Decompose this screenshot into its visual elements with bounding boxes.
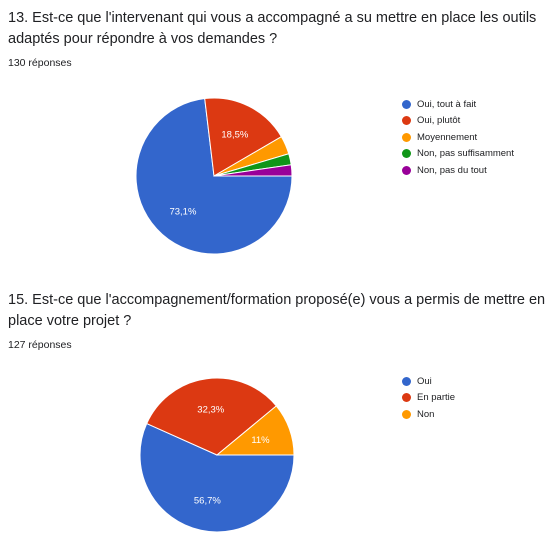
legend-item-en-partie: En partie [402, 390, 455, 407]
slice-label-oui-tout-a-fait: 73,1% [169, 207, 196, 218]
pie-chart: 73,1% 18,5% [135, 97, 293, 255]
legend-item-oui-plutot: Oui, plutôt [402, 113, 514, 130]
legend-item-oui-tout-a-fait: Oui, tout à fait [402, 96, 514, 113]
pie-chart: 56,7% 32,3% 11% [139, 377, 295, 533]
question-title: 15. Est-ce que l'accompagnement/formatio… [8, 292, 546, 329]
legend-item-non-pas-du-tout: Non, pas du tout [402, 162, 514, 179]
pie-slice-oui-plutot [204, 97, 283, 177]
pie-slice-oui [139, 422, 295, 533]
legend-label: Non, pas du tout [417, 164, 487, 176]
legend-swatch [402, 409, 411, 419]
legend-label: Non [417, 408, 435, 420]
legend-label: Oui, tout à fait [417, 98, 477, 110]
legend-swatch [402, 99, 411, 109]
legend-label: Oui [417, 375, 432, 387]
legend-label: Non, pas suffisamment [417, 148, 514, 160]
legend-swatch [402, 116, 411, 126]
slice-label-oui: 56,7% [194, 496, 221, 507]
legend-swatch [402, 165, 411, 175]
legend-item-non-pas-suffisamment: Non, pas suffisamment [402, 146, 514, 163]
legend-label: Moyennement [417, 131, 478, 143]
legend-item-moyennement: Moyennement [402, 129, 514, 146]
slice-label-non: 11% [251, 435, 270, 446]
response-count: 127 réponses [8, 339, 72, 351]
pie-slice-non-pas-du-tout [213, 164, 293, 177]
legend-swatch [402, 149, 411, 159]
legend-swatch [402, 132, 411, 142]
pie-slice-en-partie [146, 377, 278, 456]
question-13: 13. Est-ce que l'intervenant qui vous a … [0, 0, 556, 265]
slice-label-oui-plutot: 18,5% [221, 130, 248, 141]
legend-swatch [402, 393, 411, 403]
slice-label-en-partie: 32,3% [197, 405, 224, 416]
legend-swatch [402, 376, 411, 386]
question-title: 13. Est-ce que l'intervenant qui vous a … [8, 10, 537, 47]
legend-label: En partie [417, 392, 456, 404]
response-count: 130 réponses [8, 57, 72, 69]
pie-slice-non [215, 405, 295, 456]
chart-legend: Oui, tout à fait Oui, plutôt Moyennement No… [402, 96, 514, 179]
legend-item-oui: Oui [402, 373, 455, 390]
chart-legend: Oui En partie Non [402, 373, 455, 423]
legend-item-non: Non [402, 406, 455, 423]
legend-label: Oui, plutôt [417, 115, 461, 127]
